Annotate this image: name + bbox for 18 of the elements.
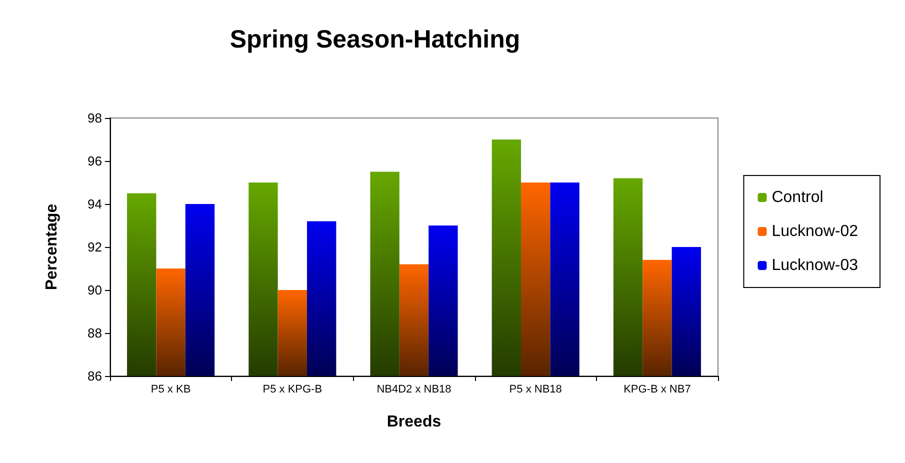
y-tick-label: 86: [88, 368, 102, 384]
x-tick-label: P5 x KPG-B: [262, 384, 322, 396]
y-tick-label: 88: [88, 326, 102, 340]
x-tick-label: P5 x KB: [150, 384, 191, 396]
x-tick-label: NB4D2 x NB18: [376, 384, 452, 396]
y-tick-label: 96: [88, 154, 102, 168]
legend-label: Lucknow-03: [772, 257, 858, 274]
y-tick-label: 98: [88, 110, 102, 126]
y-tick-label: 92: [88, 240, 102, 254]
legend-label: Lucknow-02: [772, 223, 858, 240]
x-axis-title: Breeds: [386, 414, 442, 430]
legend-label: Control: [772, 189, 824, 206]
x-tick-label: P5 x NB18: [509, 384, 562, 396]
y-axis-title: Percentage: [44, 204, 60, 290]
y-tick-label: 94: [88, 196, 102, 212]
x-tick-label: KPG-B x NB7: [624, 384, 691, 396]
chart-title: Spring Season-Hatching: [230, 26, 520, 54]
y-tick-label: 90: [88, 282, 102, 298]
